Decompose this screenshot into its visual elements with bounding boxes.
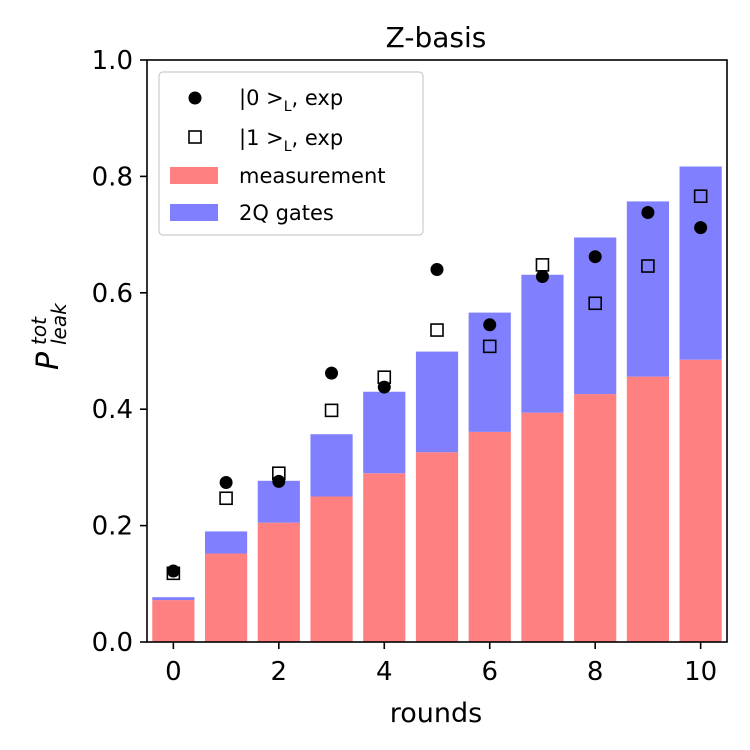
svg-text:P: P — [31, 351, 66, 370]
x-tick-label-8: 8 — [587, 657, 604, 687]
chart-title: Z-basis — [386, 21, 487, 54]
point-ket1-10 — [693, 189, 708, 203]
point-ket1-2 — [272, 466, 286, 481]
y-tick-label-0.2: 0.2 — [92, 512, 133, 542]
bar-2q-gates-0 — [152, 597, 195, 601]
point-ket0-10 — [694, 221, 708, 235]
bar-measurement-2 — [257, 522, 300, 642]
bar-2q-gates-8 — [574, 237, 617, 395]
point-ket0-9 — [641, 205, 655, 219]
legend-box — [158, 71, 424, 236]
point-ket0-2 — [272, 474, 286, 488]
legend-marker-circle — [188, 91, 202, 105]
legend-label-ket0: |0 >L, exp — [239, 86, 343, 115]
y-tick-label-0.6: 0.6 — [92, 279, 133, 309]
point-ket1-8 — [588, 296, 602, 311]
plot-frame — [146, 59, 728, 643]
bar-measurement-0 — [152, 600, 195, 642]
point-ket1-5 — [430, 323, 444, 337]
bar-2q-gates-10 — [679, 166, 722, 360]
y-axis-label-sup: tot — [27, 316, 51, 345]
bar-measurement-9 — [626, 376, 669, 642]
legend-marker-square — [188, 130, 202, 144]
legend-patch-2q-gates — [170, 204, 218, 221]
bar-2q-gates-7 — [521, 274, 564, 413]
legend-label-ket1: |1 >L, exp — [239, 126, 343, 155]
bar-measurement-3 — [310, 496, 353, 642]
legend-label-2q-gates: 2Q gates — [239, 201, 334, 225]
point-ket1-1 — [219, 491, 233, 506]
y-tick-label-0: 0.0 — [92, 628, 133, 658]
y-tick-label-0.8: 0.8 — [92, 162, 133, 192]
point-ket0-7 — [535, 270, 549, 284]
x-axis-label: rounds — [390, 698, 482, 729]
point-ket1-4 — [377, 370, 392, 384]
y-axis-label: P tot leak — [27, 302, 71, 370]
bar-measurement-5 — [415, 452, 459, 642]
bar-2q-gates-4 — [363, 391, 406, 474]
y-tick-label-0.4: 0.4 — [92, 395, 133, 425]
bar-2q-gates-9 — [626, 201, 669, 377]
x-tick-label-10: 10 — [684, 657, 717, 687]
x-tick-label-6: 6 — [481, 657, 498, 687]
y-axis-ticks: 0.0 0.2 0.4 0.6 0.8 1.0 — [92, 46, 147, 658]
point-ket1-0 — [166, 566, 181, 581]
point-ket0-3 — [325, 366, 339, 380]
y-tick-label-1: 1.0 — [92, 46, 133, 76]
point-ket0-5 — [430, 263, 444, 277]
points-group — [166, 189, 708, 581]
bar-2q-gates-3 — [310, 434, 353, 497]
bar-measurement-4 — [363, 473, 406, 642]
x-tick-label-4: 4 — [376, 657, 393, 687]
bar-2q-gates-5 — [415, 351, 459, 453]
point-ket1-6 — [482, 339, 497, 354]
bar-measurement-10 — [679, 359, 722, 642]
point-ket1-9 — [641, 259, 655, 273]
point-ket0-1 — [219, 476, 233, 490]
y-axis-label-main: P — [31, 351, 66, 370]
bar-measurement-1 — [205, 553, 248, 642]
y-axis-label-sub: leak — [47, 302, 71, 345]
legend: |0 >L, exp |1 >L, exp measurement 2Q gat… — [158, 71, 424, 236]
bar-2q-gates-6 — [468, 312, 511, 432]
point-ket1-7 — [535, 258, 550, 272]
point-ket0-6 — [483, 318, 497, 332]
x-tick-label-2: 2 — [271, 657, 288, 687]
bar-measurement-8 — [574, 394, 617, 642]
point-ket1-3 — [324, 403, 339, 418]
point-ket0-8 — [588, 250, 602, 264]
bar-2q-gates-1 — [205, 531, 248, 554]
bar-measurement-7 — [521, 412, 564, 642]
bar-measurement-6 — [468, 431, 511, 642]
legend-patch-measurement — [170, 167, 218, 184]
legend-label-measurement: measurement — [239, 164, 386, 188]
point-ket0-0 — [166, 564, 180, 578]
x-axis-ticks: 0 2 4 6 8 10 — [165, 642, 717, 687]
x-tick-label-0: 0 — [165, 657, 182, 687]
bars-group — [152, 166, 722, 642]
